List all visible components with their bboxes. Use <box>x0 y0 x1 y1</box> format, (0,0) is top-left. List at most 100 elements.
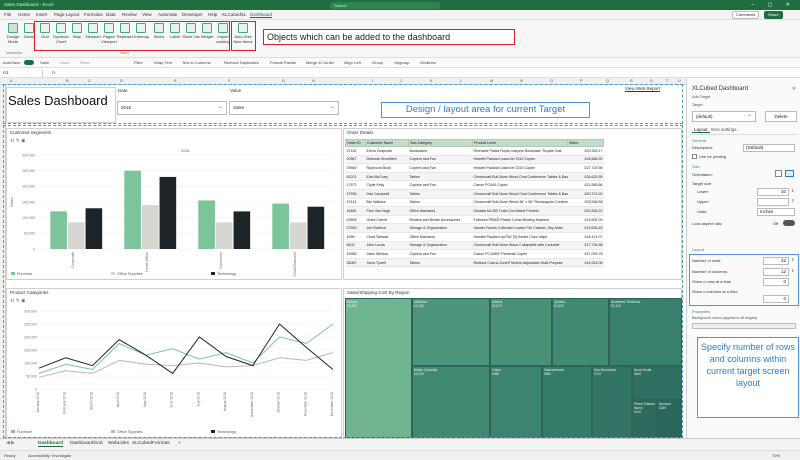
show-columns-input[interactable]: 0 <box>763 295 789 303</box>
column-header[interactable]: G <box>282 79 285 83</box>
table-row[interactable]: 45958 Darin Medina Copiers and Fax Canon PC… <box>345 249 604 259</box>
lower-spinner-icon[interactable]: ⇕ <box>791 188 795 193</box>
column-header[interactable]: C <box>88 79 91 83</box>
column-header[interactable]: O <box>550 79 553 83</box>
autosave-toggle[interactable]: AutoSave <box>3 60 21 65</box>
add-target-label[interactable]: Add Target <box>692 95 711 99</box>
treemap-chart[interactable]: Ontario £3,450 Manitoba £2,180 Alberta £1,8… <box>345 298 682 438</box>
table-row[interactable]: 6403 John Lucas Storage & Organization Chro… <box>345 241 604 251</box>
sheet-tab-dashboard[interactable]: Dashboard <box>38 441 64 447</box>
sheet-tab-weblinks[interactable]: WebLinks <box>108 441 129 446</box>
grid-button[interactable]: Grid <box>36 23 54 51</box>
portrait-icon[interactable] <box>775 170 782 177</box>
upper-spinner-icon[interactable]: ⇕ <box>791 198 795 203</box>
merge-center-button[interactable]: Merge & Center <box>306 60 335 65</box>
treemap-cell[interactable]: Alberta £1,870 <box>490 298 552 366</box>
column-header[interactable]: M <box>490 79 494 83</box>
menu-help[interactable]: Help <box>208 12 218 17</box>
units-select[interactable]: Inches <box>757 208 795 216</box>
target-select[interactable]: (default) <box>692 111 756 122</box>
filter-button[interactable]: Filter <box>134 60 143 65</box>
treemap-cell[interactable]: Quebec £1,640 <box>552 298 609 366</box>
tab-item-settings[interactable]: Item settings <box>711 127 737 132</box>
description-input[interactable]: (Default) <box>743 144 795 152</box>
import-existing-button[interactable]: Import existing <box>214 23 232 51</box>
comments-button[interactable]: Comments <box>732 11 760 19</box>
treemap-cell[interactable]: Northwest Territories £1,120 <box>609 298 682 366</box>
dynamic-chart-button[interactable]: Dynamic Chart <box>52 23 70 51</box>
table-row[interactable]: 29906 Grant Carroll Binders and Binder Acc… <box>345 215 604 225</box>
gridlines-button[interactable]: Gridlines <box>420 60 436 65</box>
auto-size-button[interactable]: Auto-Size New Items <box>232 23 254 51</box>
save-button[interactable]: Save <box>40 60 50 65</box>
column-header[interactable]: U <box>678 79 681 83</box>
undo-button[interactable]: Undo <box>60 60 70 65</box>
treemap-cell[interactable]: Prince Edward Island £410 <box>632 400 657 438</box>
treemap-cell[interactable]: Nova Scotia £640 <box>632 366 682 400</box>
table-row[interactable]: 47936 Dan Campbell Tables Chromcraft Bull-N… <box>345 189 604 199</box>
column-header[interactable]: F <box>228 79 231 83</box>
lower-input[interactable]: 10 <box>757 188 789 196</box>
treemap-button[interactable]: Treemap <box>132 23 150 51</box>
menu-insert[interactable]: Insert <box>36 12 48 17</box>
menu-xlcubedxl[interactable]: XLCubedXL <box>222 12 247 17</box>
table-row[interactable]: 16481 Paul Van Hugh Office Machines Okidata… <box>345 206 604 216</box>
sheet-tab-xlcubedformats[interactable]: XLCubedFormats <box>132 441 170 446</box>
table-row[interactable]: 37152 Elena Chapman Bookcases Riverside Pal… <box>345 146 604 156</box>
table-row[interactable]: 20967 Deborah Brumfield Copiers and Fax Hew… <box>345 155 604 165</box>
add-sheet-button[interactable]: + <box>178 441 181 446</box>
column-header[interactable]: A <box>10 79 13 83</box>
treemap-cell[interactable]: Ontario £3,450 <box>345 298 412 438</box>
table-row[interactable]: 61201 Eliot McCrary Tables Chromcraft Bull-… <box>345 172 604 182</box>
column-header[interactable]: L <box>460 79 463 83</box>
slicer-list-button[interactable]: Slicer List <box>182 23 200 51</box>
window-controls[interactable]: – ▢ ✕ <box>751 2 796 8</box>
format-painter-button[interactable]: Format Painter <box>270 60 297 65</box>
columns-input[interactable]: 12 <box>763 268 789 276</box>
formula-input[interactable] <box>62 70 682 77</box>
menu-home[interactable]: Home <box>18 12 31 17</box>
viewport-button[interactable]: Viewport <box>84 23 102 51</box>
column-header[interactable]: D <box>120 79 123 83</box>
column-header[interactable]: P <box>580 79 583 83</box>
ungroup-button[interactable]: Ungroup <box>394 60 410 65</box>
column-header[interactable]: E <box>174 79 177 83</box>
menu-dashboard[interactable]: Dashboard <box>250 12 273 18</box>
grid-column-header[interactable]: Sales <box>567 139 604 147</box>
view-web-report-link[interactable]: View Web Report <box>625 86 660 91</box>
widget-button[interactable]: Widget <box>198 23 216 51</box>
menu-file[interactable]: File <box>4 12 12 17</box>
upper-input[interactable] <box>757 198 789 206</box>
rows-spinner-icon[interactable]: ⇕ <box>791 257 795 262</box>
close-icon[interactable]: ✕ <box>791 86 796 92</box>
use-printing-checkbox[interactable] <box>692 154 697 159</box>
table-row[interactable]: 35087 Tonia Tyrrell Tables Bretford Cost-A-… <box>345 258 604 268</box>
table-row[interactable]: 17573 Clytie Kelly Copiers and Fax Canon PC… <box>345 180 604 190</box>
group-button[interactable]: Group <box>372 60 384 65</box>
treemap-cell[interactable]: Saskachewan £860 <box>542 366 592 438</box>
accessibility-status[interactable]: Accessibility: Investigate <box>28 453 72 458</box>
remove-duplicates-button[interactable]: Remove Duplicates <box>224 60 259 65</box>
column-header[interactable]: B <box>66 79 69 83</box>
table-row[interactable]: 4096 Chad Stewart Office Machines Hewlett P… <box>345 232 604 242</box>
menu-data[interactable]: Data <box>106 12 116 17</box>
column-header[interactable]: K <box>430 79 433 83</box>
treemap-cell[interactable]: British Columbia £2,240 <box>412 366 490 438</box>
search-box[interactable]: Search <box>330 1 440 9</box>
tab-layout[interactable]: Layout <box>692 127 710 133</box>
column-header[interactable]: S <box>650 79 653 83</box>
column-header[interactable]: H <box>312 79 315 83</box>
paged-viewport-button[interactable]: Paged Viewport <box>100 23 118 51</box>
tab-nav-icon[interactable]: ◀ ▶ <box>6 441 15 446</box>
column-header[interactable]: N <box>520 79 523 83</box>
columns-spinner-icon[interactable]: ⇕ <box>791 268 795 273</box>
zoom-level[interactable]: 70% <box>772 453 781 458</box>
design-mode-button[interactable]: Design Mode <box>4 23 22 51</box>
wrap-text-button[interactable]: Wrap Text <box>154 60 172 65</box>
label-button[interactable]: Label <box>166 23 184 51</box>
value-slicer[interactable]: Sales <box>229 101 339 115</box>
menu-page-layout[interactable]: Page Layout <box>54 12 80 17</box>
landscape-icon[interactable] <box>785 170 794 177</box>
zones-button[interactable]: Zones <box>20 23 38 51</box>
treemap-cell[interactable]: New Brunswick £720 <box>592 366 632 438</box>
